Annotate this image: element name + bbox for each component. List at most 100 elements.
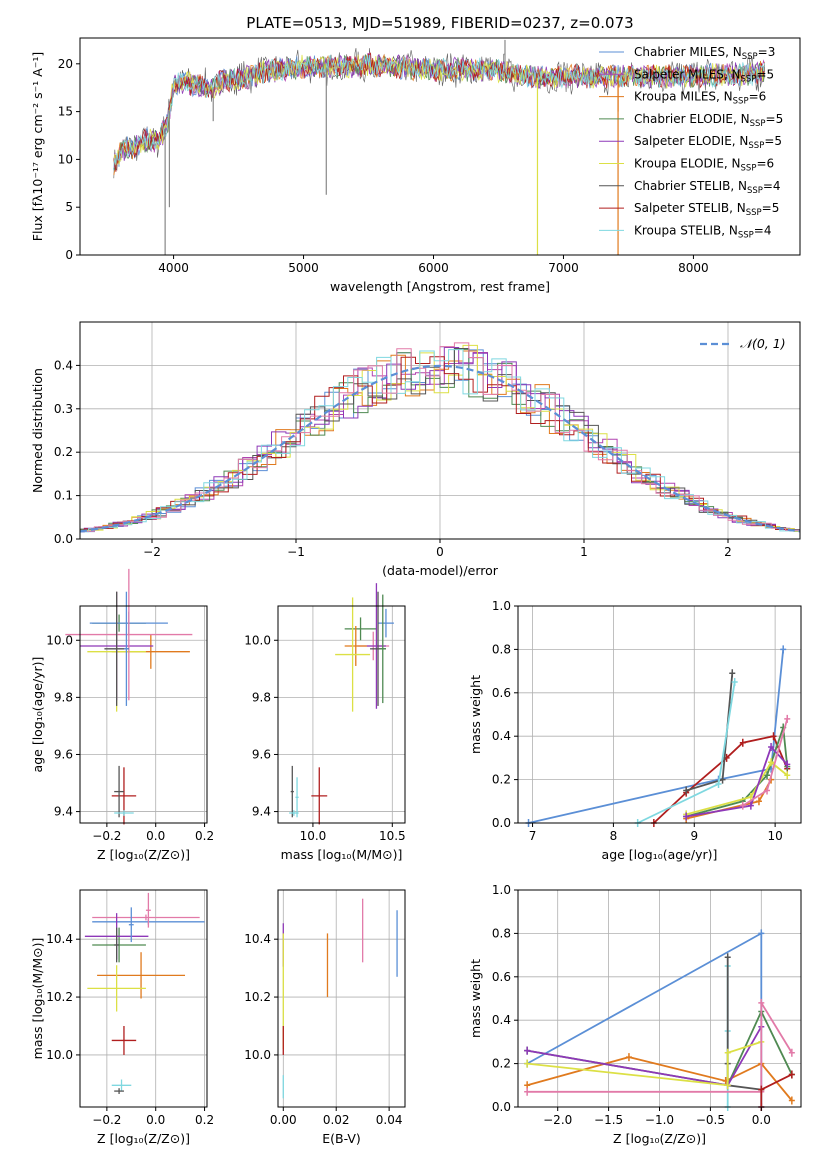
legend-label-text: Salpeter MILES, N [634,67,741,81]
x-tick-label: 2 [724,545,732,559]
y-axis-label: Normed distribution [30,368,45,493]
y-tick-label: 0.0 [492,816,511,830]
data-point-errorbar [114,810,134,816]
x-axis-label: Z [log₁₀(Z/Z⊙)] [613,1131,706,1146]
y-tick-label: 5 [65,200,73,214]
x-tick-label: −0.2 [92,829,121,843]
x-axis-label: Z [log₁₀(Z/Z⊙)] [97,847,190,862]
spectrum-panel: 4000 5000 6000 7000 8000 0 5 10 15 20 wavelength [… [30,37,801,294]
normal-curve [79,364,801,533]
x-tick-label: 4000 [158,261,189,275]
legend-label-sub: SSP [738,230,754,240]
data-point-errorbar [114,765,124,818]
data-point-errorbar [128,907,134,943]
series-marker [683,812,690,821]
legend-label: 𝒩(0, 1) [740,336,786,351]
x-tick-label: 0.02 [323,1113,350,1127]
y-tick-label: 0.1 [54,489,73,503]
data-point-errorbar [295,777,299,818]
x-tick-label: 8 [610,829,618,843]
x-tick-label: 0.04 [376,1113,403,1127]
axes-frame [79,889,208,1108]
y-tick-label: 1.0 [492,599,511,613]
legend-label-text: Chabrier MILES, N [634,45,742,59]
legend-label-suffix: =5 [764,134,782,148]
spectrum-line [113,52,765,172]
x-axis-label: (data-model)/error [382,563,499,578]
y-tick-label: 0.4 [492,1013,511,1027]
mass-vs-metallicity-panel: −0.2 0.0 0.2 10.0 10.2 10.4 Z [log₁₀(Z/Z⊙)] mas… [30,889,214,1146]
x-tick-label: −1 [287,545,305,559]
y-tick-label: 9.4 [54,805,73,819]
x-tick-label: 0.00 [270,1113,297,1127]
x-tick-label: 10.0 [300,829,327,843]
y-tick-label: 10 [58,152,73,166]
legend-label-sub: SSP [746,208,762,218]
y-tick-label: 9.6 [252,747,271,761]
y-axis-label: Flux [fλ10⁻¹⁷ erg cm⁻² s⁻¹ A⁻¹] [30,52,45,241]
y-tick-label: 0 [65,248,73,262]
series-marker [729,669,736,678]
x-tick-label: 0.0 [752,1113,771,1127]
series-marker [788,1048,795,1057]
y-tick-label: 0.4 [54,358,73,372]
data-point-errorbar [111,1025,137,1055]
x-tick-label: −0.5 [696,1113,725,1127]
legend-label: Chabrier STELIB, NSSP=4 [634,179,781,196]
data-point-errorbar [311,767,328,825]
series-marker [768,743,775,752]
legend-label-suffix: =4 [754,223,772,237]
mass-vs-ebv-panel: 0.00 0.02 0.04 10.0 10.2 10.4 E(B-V) [244,889,406,1146]
y-tick-label: 9.8 [54,690,73,704]
series-marker [758,929,765,938]
series-marker [524,1059,531,1068]
data-point-errorbar [344,617,377,641]
y-tick-label: 0.6 [492,970,511,984]
x-axis-label: mass [log₁₀(M/M⊙)] [281,847,403,862]
y-tick-label: 0.3 [54,402,73,416]
legend-label-suffix: =6 [749,90,767,104]
series-line [686,745,788,818]
y-axis-label: mass weight [468,959,483,1038]
series-marker [788,1070,795,1079]
legend-label-text: Kroupa ELODIE, N [634,157,741,171]
series-marker [764,771,771,780]
y-tick-label: 10.0 [244,1048,271,1062]
y-tick-label: 20 [58,57,73,71]
legend-label-suffix: =6 [756,157,774,171]
y-tick-label: 10.4 [244,932,271,946]
y-tick-label: 10.0 [244,633,271,647]
x-tick-label: 0.2 [195,829,214,843]
x-tick-label: −1.0 [645,1113,674,1127]
legend-label-sub: SSP [750,119,766,129]
x-tick-label: −2.0 [543,1113,572,1127]
x-tick-label: 7000 [548,261,579,275]
x-tick-label: 10.5 [379,829,406,843]
series-marker [719,775,726,784]
data-point-errorbar [92,914,200,921]
x-axis-label: E(B-V) [322,1131,361,1146]
mass-weight-vs-metallicity-panel: −2.0 −1.5 −1.0 −0.5 0.0 0.0 0.2 0.4 0.6 0.8 1.0 Z [… [468,883,802,1146]
series-marker [755,797,762,806]
series-line [527,999,793,1093]
data-point-errorbar [87,965,146,1012]
y-tick-label: 10.2 [244,990,271,1004]
series-marker [683,786,690,795]
data-point-errorbar [344,625,367,666]
residuals-panel: −2 −1 0 1 2 0.0 0.1 0.2 0.3 0.4 (data-model)/error… [30,321,801,578]
axes-frame [517,605,802,824]
legend-label: Kroupa STELIB, NSSP=4 [634,223,772,240]
axes-frame [79,37,801,256]
legend-label-sub: SSP [741,74,757,84]
data-point-errorbar [379,594,386,704]
legend-label: Salpeter ELODIE, NSSP=5 [634,134,782,151]
data-point-errorbar [123,591,129,706]
legend-label-text: Kroupa MILES, N [634,90,733,104]
y-tick-label: 0.2 [492,773,511,787]
axes-frame [277,889,406,1108]
data-point-errorbar [335,597,371,712]
series-line [685,760,788,816]
legend-label-text: Kroupa STELIB, N [634,223,738,237]
